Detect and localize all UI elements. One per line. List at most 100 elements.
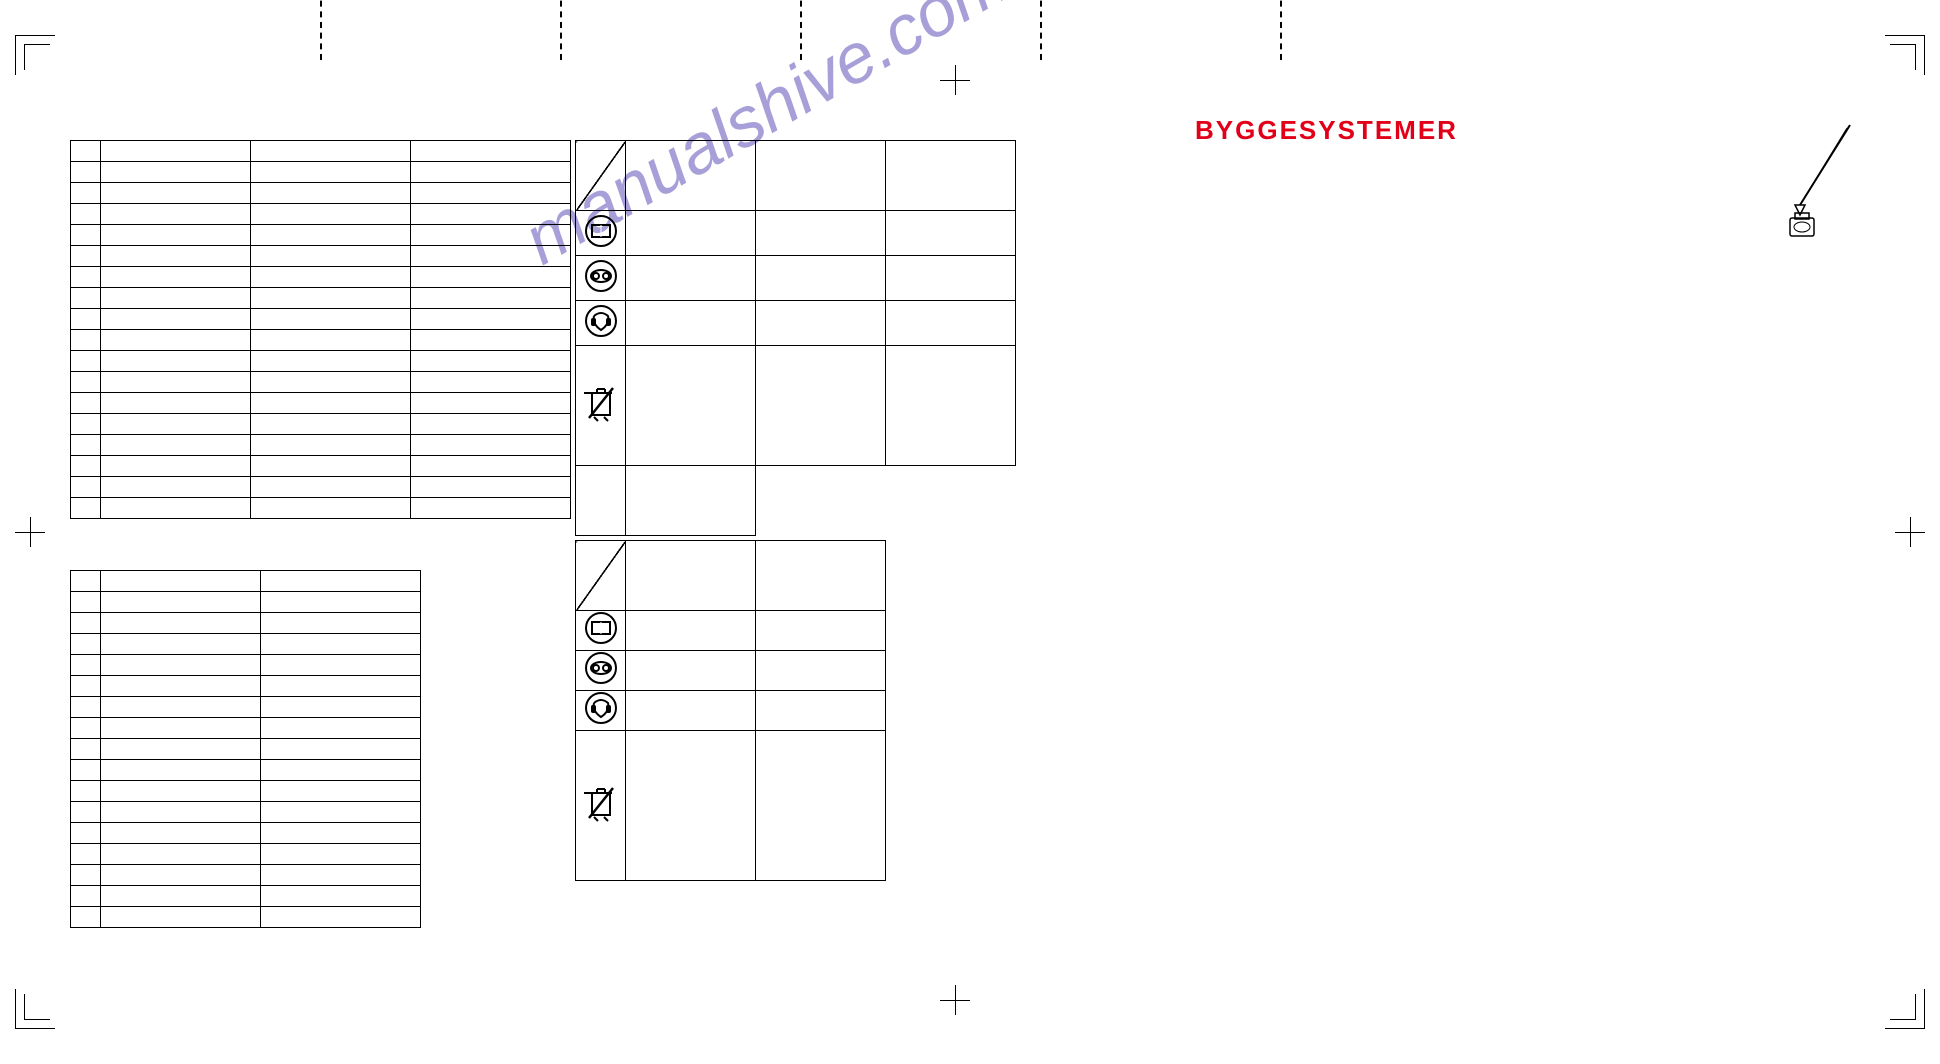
table-cell xyxy=(251,162,411,183)
table-cell xyxy=(756,731,886,881)
table-cell xyxy=(261,886,421,907)
table-cell xyxy=(251,183,411,204)
table-cell xyxy=(101,802,261,823)
icon-cell xyxy=(576,651,626,691)
table-cell xyxy=(886,211,1016,256)
table-row xyxy=(71,204,571,225)
table-cell xyxy=(71,183,101,204)
table-cell xyxy=(411,183,571,204)
table-cell xyxy=(886,346,1016,466)
table-cell xyxy=(101,760,261,781)
table-cell xyxy=(101,571,261,592)
table-row xyxy=(71,655,421,676)
table-cell xyxy=(251,141,411,162)
pen-icon xyxy=(1765,120,1865,240)
table-cell xyxy=(71,739,101,760)
table-cell xyxy=(71,246,101,267)
table-cell xyxy=(71,477,101,498)
table-cell xyxy=(71,718,101,739)
crop-corner-tl xyxy=(15,35,55,75)
table-cell xyxy=(101,267,251,288)
table-cell xyxy=(411,246,571,267)
table-cell xyxy=(71,351,101,372)
table-cell xyxy=(261,844,421,865)
table-row xyxy=(71,613,421,634)
table-cell xyxy=(71,655,101,676)
table-row xyxy=(71,823,421,844)
table-cell xyxy=(101,246,251,267)
table-cell xyxy=(261,865,421,886)
table-cell xyxy=(71,781,101,802)
table-cell xyxy=(626,256,756,301)
table-row xyxy=(71,634,421,655)
table-row xyxy=(71,141,571,162)
table-cell xyxy=(756,541,886,611)
table-row xyxy=(71,330,571,351)
table-row xyxy=(71,697,421,718)
table-cell xyxy=(261,655,421,676)
table-row xyxy=(71,781,421,802)
table-cell xyxy=(71,330,101,351)
table-row xyxy=(71,739,421,760)
table-row xyxy=(71,676,421,697)
table-cell xyxy=(261,697,421,718)
symbol-table-2 xyxy=(575,540,886,881)
fold-mark xyxy=(1280,0,1282,60)
table-row xyxy=(576,541,886,611)
table-cell xyxy=(626,541,756,611)
table-row xyxy=(71,225,571,246)
table-cell xyxy=(71,162,101,183)
table-row xyxy=(71,498,571,519)
table-cell xyxy=(886,256,1016,301)
table-row xyxy=(576,141,1016,211)
table-cell xyxy=(101,907,261,928)
table-row xyxy=(71,351,571,372)
table-row xyxy=(71,414,571,435)
table-cell xyxy=(251,225,411,246)
table-cell xyxy=(626,301,756,346)
table-cell xyxy=(101,309,251,330)
table-cell xyxy=(71,844,101,865)
table-cell xyxy=(101,718,261,739)
table-cell xyxy=(71,613,101,634)
table-cell xyxy=(261,634,421,655)
table-cell xyxy=(101,288,251,309)
table-cell xyxy=(71,288,101,309)
table-cell xyxy=(71,823,101,844)
table-cell xyxy=(261,676,421,697)
table-cell xyxy=(101,634,261,655)
table-cell xyxy=(101,435,251,456)
table-row xyxy=(576,611,886,651)
table-cell xyxy=(251,414,411,435)
table-row xyxy=(71,372,571,393)
table-cell xyxy=(251,267,411,288)
table-cell xyxy=(71,372,101,393)
table-cell xyxy=(101,655,261,676)
table-row xyxy=(576,211,1016,256)
table-cell xyxy=(71,267,101,288)
table-cell xyxy=(101,372,251,393)
table-cell xyxy=(626,731,756,881)
table-cell xyxy=(71,697,101,718)
table-cell xyxy=(411,372,571,393)
table-cell xyxy=(101,351,251,372)
table-cell xyxy=(626,611,756,651)
table-row xyxy=(71,456,571,477)
table-cell xyxy=(886,141,1016,211)
table-cell xyxy=(411,162,571,183)
table-cell xyxy=(101,330,251,351)
table-cell xyxy=(756,651,886,691)
brand-logo: BYGGESYSTEMER xyxy=(1195,115,1458,146)
table-row xyxy=(71,435,571,456)
table-cell xyxy=(71,907,101,928)
table-row xyxy=(71,393,571,414)
table-cell xyxy=(101,498,251,519)
table-cell xyxy=(101,823,261,844)
table-cell xyxy=(411,309,571,330)
table-row xyxy=(576,651,886,691)
table-cell xyxy=(251,477,411,498)
table-cell xyxy=(626,691,756,731)
table-cell xyxy=(251,435,411,456)
table-cell xyxy=(756,256,886,301)
table-row xyxy=(71,288,571,309)
